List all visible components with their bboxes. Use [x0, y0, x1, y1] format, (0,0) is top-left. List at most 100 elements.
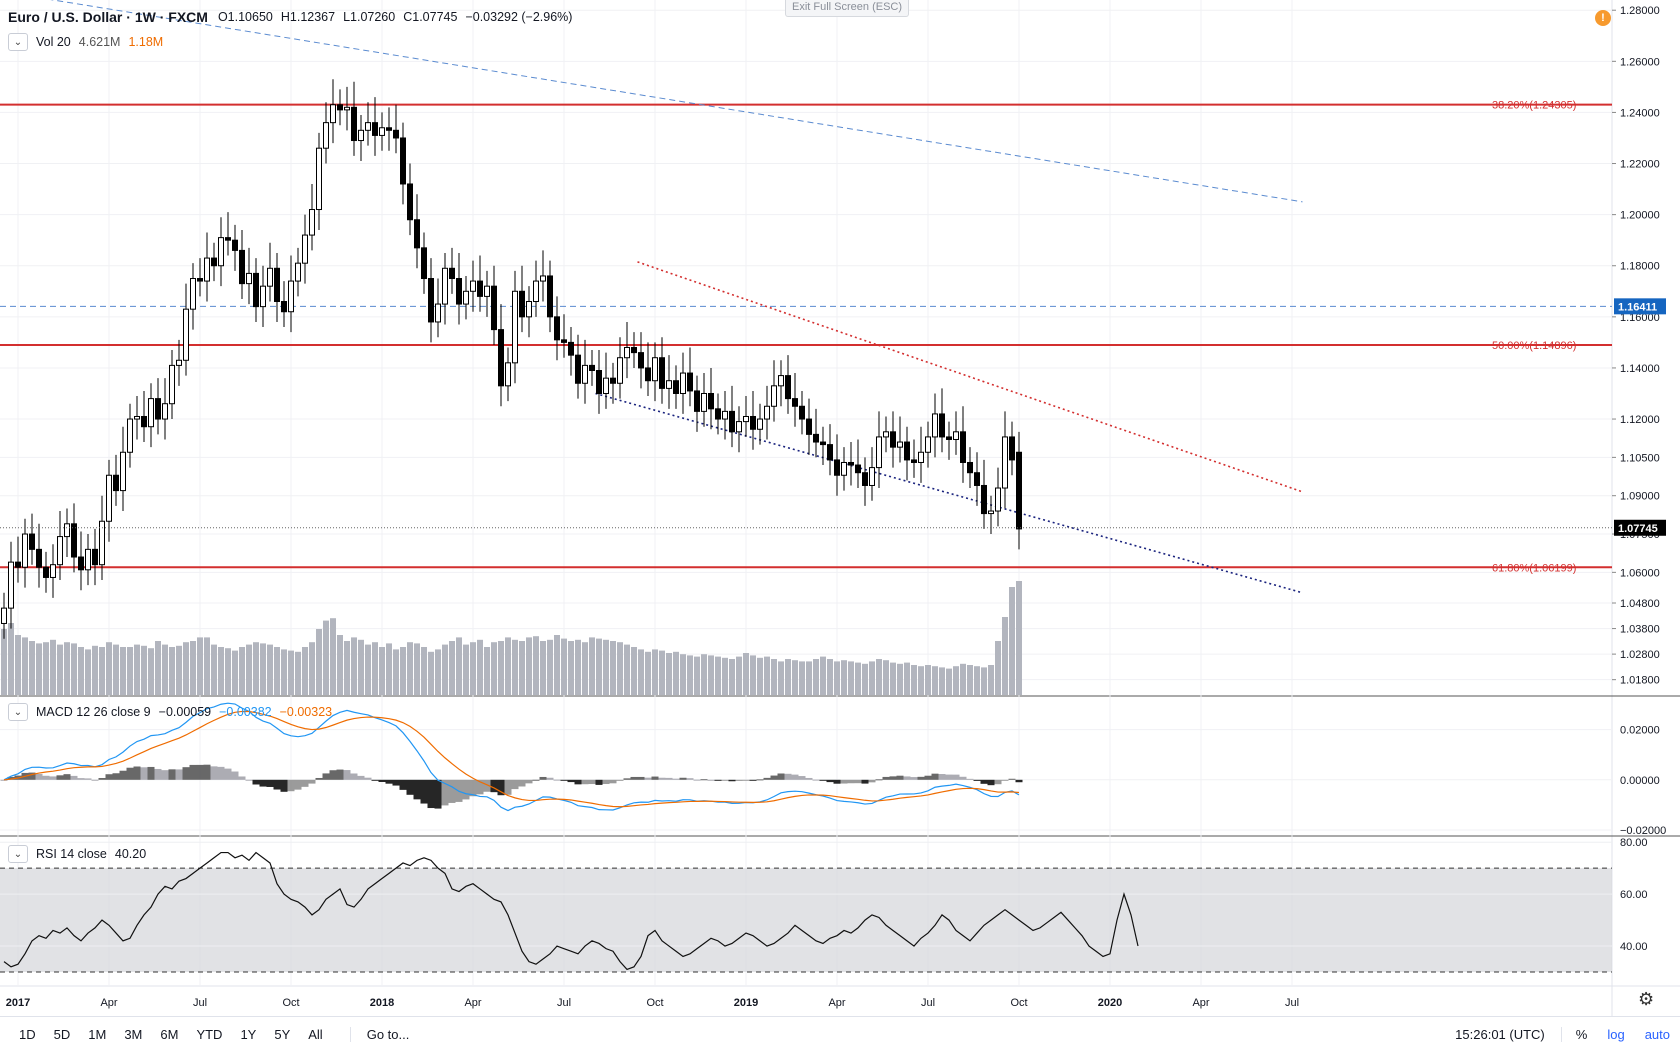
- y-tick-label: 1.22000: [1620, 159, 1660, 171]
- macd-histogram-bar: [427, 779, 435, 809]
- candle-body: [862, 472, 868, 486]
- candle-body: [603, 377, 609, 394]
- volume-bar: [92, 645, 98, 695]
- volume-bar: [253, 642, 259, 695]
- candle-body: [932, 413, 938, 438]
- volume-bar: [288, 650, 294, 695]
- volume-legend-value: 4.621M: [78, 35, 121, 49]
- collapse-chevron-icon[interactable]: ⌄: [8, 33, 28, 51]
- candle-body: [50, 564, 56, 578]
- volume-bar: [64, 642, 70, 695]
- candle-body: [988, 510, 994, 515]
- candle-body: [806, 418, 812, 435]
- macd-histogram-bar: [357, 775, 365, 780]
- macd-histogram-bar: [511, 779, 519, 790]
- candle-body: [183, 308, 189, 361]
- candle-body: [596, 369, 602, 394]
- macd-histogram-bar: [623, 778, 631, 780]
- macd-histogram-bar: [441, 779, 449, 806]
- macd-histogram-bar: [595, 779, 603, 785]
- candle-body: [295, 262, 301, 282]
- macd-histogram-bar: [63, 774, 71, 780]
- volume-bar: [764, 656, 770, 695]
- range-1m[interactable]: 1M: [88, 1026, 107, 1042]
- exit-fullscreen-button[interactable]: Exit Full Screen (ESC): [785, 0, 910, 17]
- candle-body: [547, 275, 553, 318]
- candle-body: [771, 385, 777, 407]
- candle-body: [918, 451, 924, 463]
- macd-histogram-bar: [77, 778, 85, 780]
- macd-histogram-bar: [175, 769, 183, 780]
- percent-toggle[interactable]: %: [1575, 1026, 1588, 1042]
- candle-body: [43, 566, 49, 578]
- macd-histogram-bar: [448, 779, 456, 803]
- candle-body: [848, 461, 854, 466]
- candle-body: [29, 533, 35, 550]
- auto-toggle[interactable]: auto: [1644, 1026, 1670, 1042]
- volume-bar: [848, 661, 854, 695]
- macd-histogram-bar: [581, 779, 589, 785]
- range-5d[interactable]: 5D: [53, 1026, 71, 1042]
- chart-canvas[interactable]: 1.28000 1.26000 1.24000 1.22000 1.20000 1.180…: [0, 0, 1680, 1016]
- range-3m[interactable]: 3M: [124, 1026, 143, 1042]
- volume-bar: [673, 651, 679, 695]
- rsi-y-tick-label: 40.00: [1620, 941, 1648, 953]
- volume-bar: [939, 667, 945, 695]
- macd-histogram-bar: [266, 779, 274, 787]
- candle-body: [204, 257, 210, 282]
- macd-histogram-bar: [700, 779, 708, 781]
- volume-bar: [183, 642, 189, 695]
- macd-histogram-bar: [7, 776, 15, 780]
- range-5y[interactable]: 5Y: [274, 1026, 291, 1042]
- macd-histogram-bar: [322, 773, 330, 780]
- range-1d[interactable]: 1D: [19, 1026, 36, 1042]
- macd-histogram-bar: [588, 779, 596, 785]
- candle-body: [645, 367, 651, 382]
- x-tick-label: Apr: [828, 997, 845, 1009]
- background: [0, 0, 1680, 1016]
- rsi-legend-name: RSI 14 close: [36, 847, 107, 861]
- macd-histogram-bar: [707, 779, 715, 781]
- log-toggle[interactable]: log: [1607, 1026, 1625, 1042]
- collapse-chevron-icon[interactable]: ⌄: [8, 845, 28, 863]
- macd-histogram-bar: [56, 775, 64, 780]
- utc-clock[interactable]: 15:26:01 (UTC): [1445, 1026, 1562, 1042]
- candle-body: [134, 415, 140, 420]
- candle-body: [939, 413, 945, 438]
- rsi-band: [0, 868, 1612, 973]
- y-tick-label: 1.09000: [1620, 491, 1660, 503]
- rsi-legend-value: 40.20: [114, 847, 147, 861]
- macd-y-tick-label: 0.02000: [1620, 725, 1660, 737]
- volume-bar: [596, 638, 602, 695]
- range-ytd[interactable]: YTD: [196, 1026, 223, 1042]
- candle-body: [519, 290, 525, 318]
- candle-body: [99, 520, 105, 566]
- goto-button[interactable]: Go to...: [349, 1026, 409, 1042]
- range-1y[interactable]: 1Y: [240, 1026, 257, 1042]
- candle-body: [764, 405, 770, 420]
- x-tick-label: Apr: [464, 997, 481, 1009]
- volume-bar: [981, 667, 987, 695]
- volume-bar: [533, 636, 539, 695]
- macd-histogram-bar: [1001, 779, 1009, 781]
- macd-histogram-bar: [490, 779, 498, 793]
- volume-bar: [316, 629, 322, 695]
- alert-icon[interactable]: !: [1595, 10, 1611, 26]
- candle-body: [246, 272, 252, 285]
- candle-body: [610, 377, 616, 384]
- range-6m[interactable]: 6M: [160, 1026, 179, 1042]
- trendline: [637, 261, 1303, 493]
- macd-histogram-bar: [882, 776, 890, 780]
- candle-body: [995, 487, 1001, 512]
- candle-body: [505, 362, 511, 387]
- gear-icon[interactable]: ⚙: [1638, 989, 1655, 1009]
- macd-histogram-bar: [1008, 778, 1016, 780]
- macd-histogram-bar: [770, 775, 778, 780]
- volume-bar: [757, 657, 763, 695]
- collapse-chevron-icon[interactable]: ⌄: [8, 703, 28, 721]
- volume-bar: [932, 666, 938, 695]
- range-all[interactable]: All: [308, 1026, 323, 1042]
- candle-body: [78, 556, 84, 571]
- y-tick-label: 1.20000: [1620, 210, 1660, 222]
- macd-histogram-bar: [609, 779, 617, 784]
